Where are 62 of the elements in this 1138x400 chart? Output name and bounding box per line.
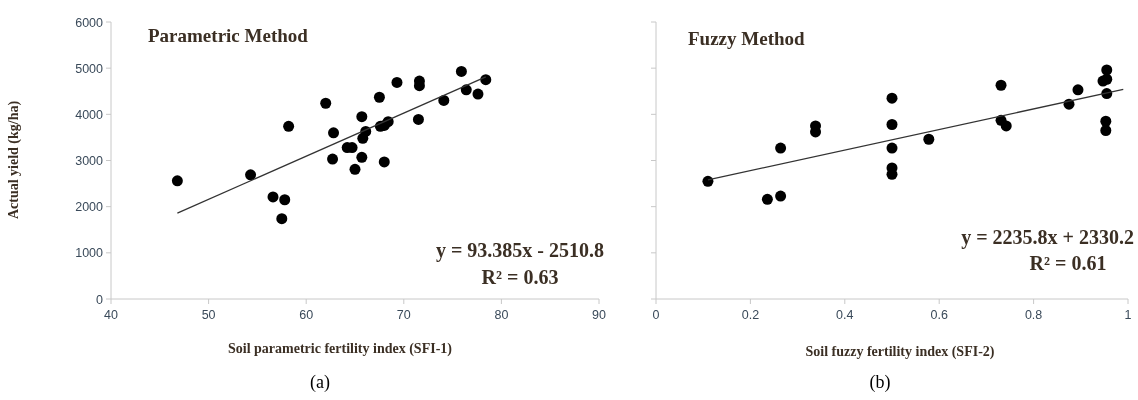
point [328, 127, 340, 139]
point [349, 163, 361, 175]
annotation: y = 93.385x - 2510.8 [435, 239, 605, 262]
point [1101, 64, 1113, 76]
point [886, 118, 898, 130]
y-tick-label: 6000 [75, 15, 104, 30]
point [327, 153, 339, 165]
point [472, 88, 484, 100]
x-tick-label: 50 [201, 308, 216, 322]
point [923, 133, 935, 145]
point [412, 113, 424, 125]
point [1101, 73, 1113, 85]
point [761, 193, 773, 205]
point [245, 169, 257, 181]
point [775, 190, 787, 202]
x-tick-label: 1 [1124, 308, 1132, 322]
annotation: R² = 0.63 [481, 266, 559, 288]
point [1100, 115, 1112, 127]
text: (a) [310, 372, 330, 393]
x-tick-label: 60 [299, 308, 314, 322]
x-axis-title: Soil parametric fertility index (SFI-1) [228, 341, 453, 357]
point [995, 79, 1007, 91]
y-tick-label: 3000 [75, 154, 104, 168]
x-axis-title: Soil fuzzy fertility index (SFI-2) [805, 344, 995, 360]
x-tick-label: 0.6 [930, 308, 948, 322]
x-tick-label: 0 [652, 308, 660, 322]
y-tick-label: 1000 [75, 246, 104, 261]
point [1072, 84, 1084, 96]
x-tick-label: 0.4 [836, 308, 854, 322]
y-tick-label: 0 [96, 292, 104, 307]
point [267, 191, 279, 203]
text: (b) [869, 372, 891, 393]
y-tick-label: 4000 [75, 107, 104, 122]
y-axis-title: Actual yield (kg/ha) [6, 100, 22, 220]
point [455, 65, 467, 77]
y-tick-label: 2000 [75, 200, 104, 215]
point [356, 151, 368, 163]
chart-title: Fuzzy Method [688, 28, 806, 49]
point [373, 91, 385, 103]
point [378, 156, 390, 168]
annotation: y = 2235.8x + 2330.2 [961, 226, 1134, 249]
point [886, 92, 898, 104]
point [438, 94, 450, 106]
x-tick-label: 90 [592, 308, 606, 322]
point [279, 194, 291, 206]
point [283, 120, 295, 132]
point [391, 76, 403, 88]
point [320, 97, 332, 109]
point [171, 175, 183, 187]
x-tick-label: 80 [494, 308, 509, 322]
point [356, 111, 368, 123]
y-tick-label: 5000 [75, 61, 104, 76]
point [886, 142, 898, 154]
x-tick-label: 70 [396, 308, 411, 322]
point [276, 213, 288, 225]
point [1000, 120, 1012, 132]
chart-title: Parametric Method [148, 25, 309, 46]
point [775, 142, 787, 154]
x-tick-label: 0.2 [741, 308, 760, 322]
x-tick-label: 40 [104, 308, 118, 322]
annotation: R² = 0.61 [1029, 252, 1107, 274]
x-tick-label: 0.8 [1024, 308, 1043, 322]
